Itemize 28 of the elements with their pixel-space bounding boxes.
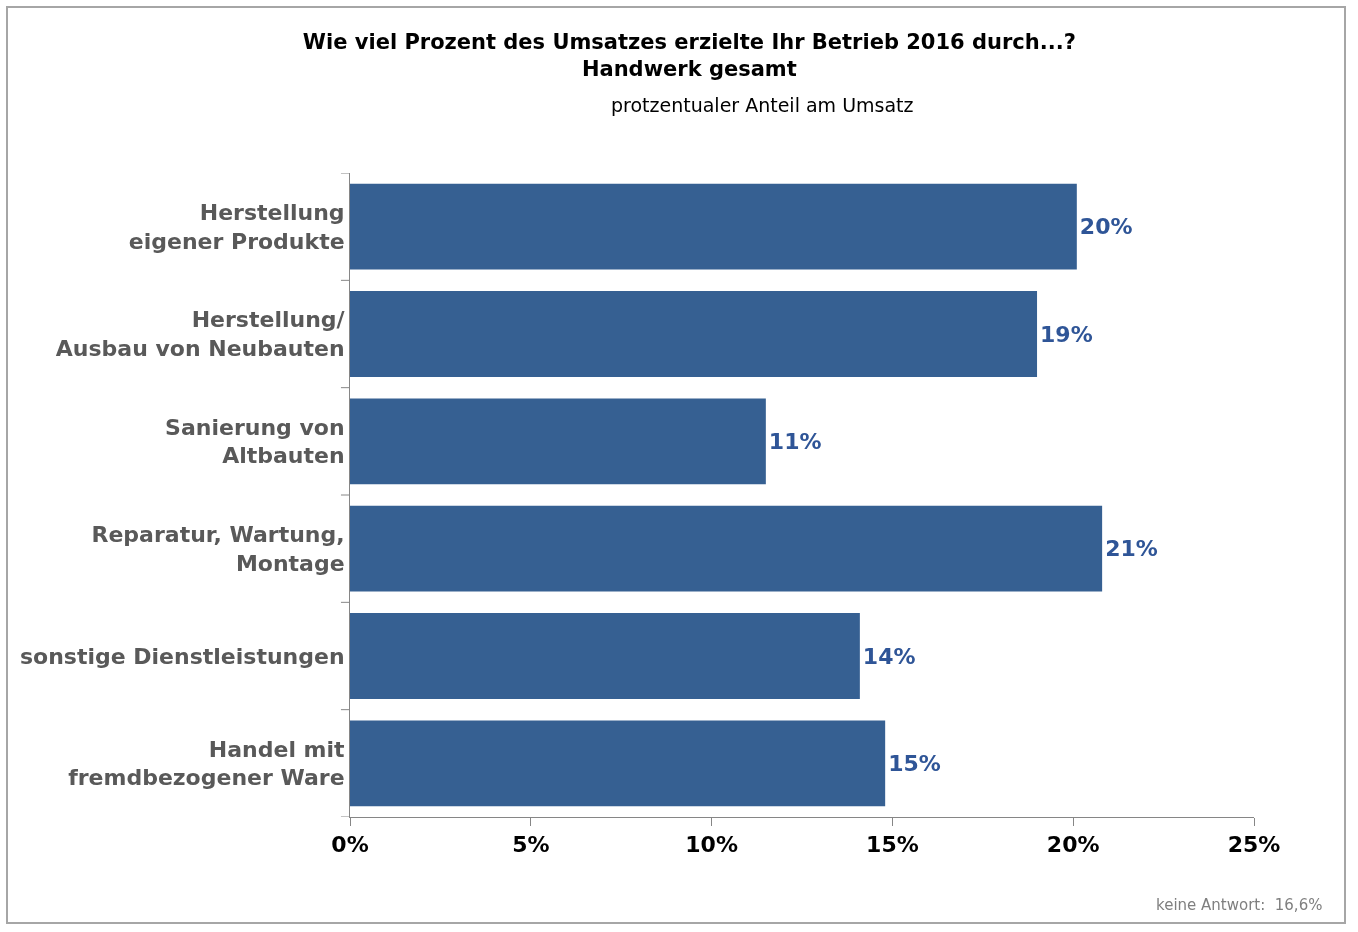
bar: [350, 398, 766, 485]
x-tick-label: 5%: [512, 832, 550, 858]
y-tick-label: sonstige Dienstleistungen: [19, 643, 345, 669]
y-tick-label: Sanierung von Altbauten: [165, 414, 345, 469]
bar: [350, 183, 1077, 270]
bar: [350, 720, 886, 807]
bar: [350, 505, 1103, 592]
data-label: 19%: [1040, 321, 1093, 347]
chart-subtitle: Handwerk gesamt: [581, 57, 797, 82]
x-tick-label: 15%: [866, 832, 919, 858]
chart-title: Wie viel Prozent des Umsatzes erzielte Ihr Betrieb 2016 durch...?: [302, 30, 1076, 55]
text: protzentualer Anteil am Umsatz: [611, 94, 914, 116]
bar: [350, 291, 1038, 377]
y-tick-label: Reparatur, Wartung, Montage: [91, 522, 345, 576]
data-label: 20%: [1079, 214, 1133, 240]
y-tick-label: Herstellung eigener Produkte: [128, 200, 345, 254]
y-tick-label: Herstellung/ Ausbau von Neubauten: [55, 307, 346, 361]
data-label: 14%: [862, 643, 916, 669]
data-label: 15%: [888, 750, 941, 776]
x-tick-label: 20%: [1046, 832, 1100, 858]
bar: [350, 613, 860, 699]
data-label: 11%: [768, 428, 822, 454]
data-label: 21%: [1105, 536, 1158, 562]
x-tick-label: 0%: [331, 832, 369, 858]
x-tick-label: 25%: [1227, 832, 1281, 858]
y-tick-label: Handel mit fremdbezogener Ware: [68, 736, 346, 791]
x-tick-label: 10%: [685, 832, 738, 858]
text: keine Antwort: 16,6%: [1156, 896, 1323, 914]
